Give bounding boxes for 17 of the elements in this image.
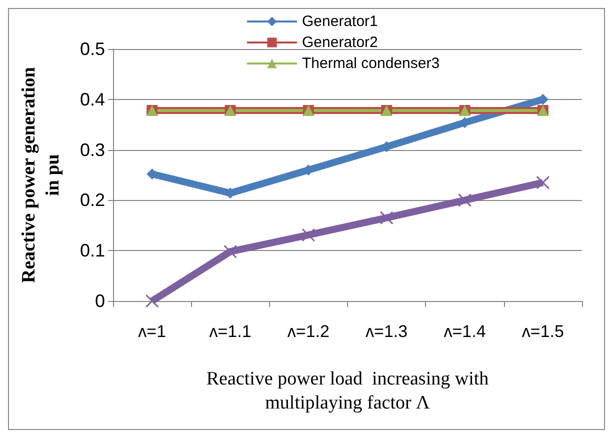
legend-label: Generator2 xyxy=(302,34,378,51)
x-tick-label: ʌ=1.5 xyxy=(522,322,564,341)
x-tick-label: ʌ=1 xyxy=(138,322,166,341)
y-tick-label: 0.3 xyxy=(80,140,105,160)
x-tick-label: ʌ=1.2 xyxy=(287,322,330,341)
y-tick-label: 0.5 xyxy=(80,39,105,59)
y-tick-label: 0.2 xyxy=(80,190,105,210)
y-tick-label: 0.4 xyxy=(80,89,105,110)
legend-label: Generator1 xyxy=(302,13,378,30)
y-axis-title: Reactive power generation in pu xyxy=(18,66,64,283)
y-tick-label: 0.1 xyxy=(80,240,105,261)
x-tick-label: ʌ=1.4 xyxy=(444,322,486,341)
x-tick-label: ʌ=1.1 xyxy=(209,322,252,341)
x-axis-title: Reactive power load increasing with multiplaying factor Λ xyxy=(206,368,490,414)
legend-label: Thermal condenser3 xyxy=(302,55,440,72)
y-tick-label: 0 xyxy=(94,291,105,311)
x-tick-label: ʌ=1.3 xyxy=(366,322,408,341)
